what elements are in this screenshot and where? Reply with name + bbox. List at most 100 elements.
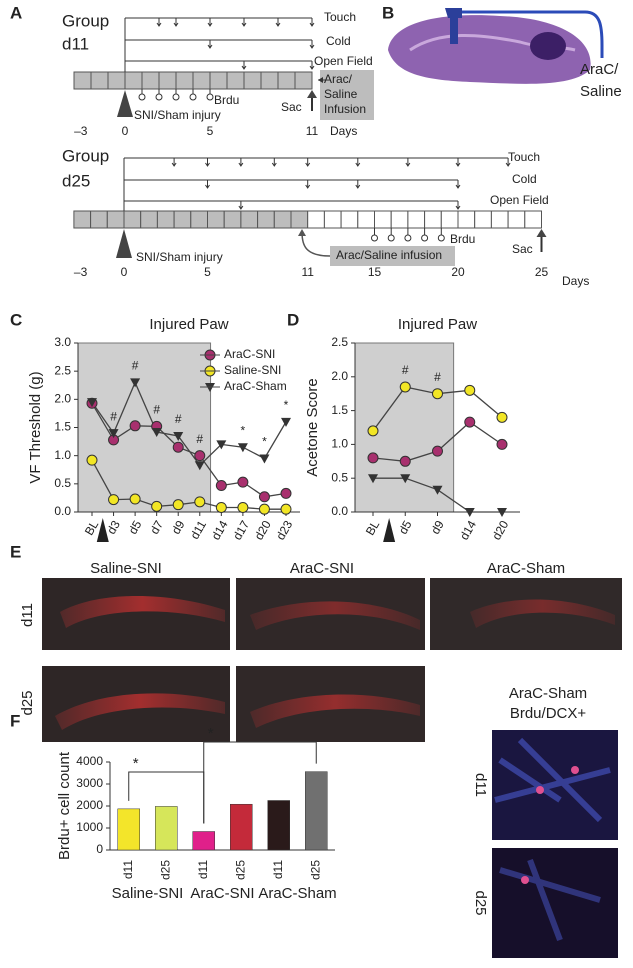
arrowhead: [309, 44, 315, 49]
injury-label: SNI/Sham injury: [134, 108, 221, 122]
data-point: [194, 461, 205, 471]
arrowhead: [241, 65, 247, 70]
data-point: [237, 476, 249, 488]
data-point: [173, 431, 184, 441]
arrowhead: [171, 162, 177, 167]
significance-mark: #: [434, 370, 441, 384]
data-point: [432, 388, 443, 400]
x-tick-label: d23: [273, 518, 295, 543]
brdu-marker: [437, 234, 445, 242]
x-tick-label: d25: [233, 860, 247, 880]
arrowhead: [455, 162, 461, 167]
y-tick-label: 0.5: [54, 476, 71, 490]
x-tick-label: d11: [187, 518, 209, 542]
arrowhead: [505, 162, 511, 167]
cold-label: Cold: [326, 34, 351, 48]
y-tick-label: 0: [96, 842, 103, 856]
arrowhead: [207, 44, 213, 49]
y-axis-label: VF Threshold (g): [27, 371, 44, 483]
micrograph-detail: [571, 766, 579, 774]
data-point: [367, 425, 379, 437]
open-field-label: Open Field: [314, 54, 373, 68]
significance-bracket: [203, 741, 317, 824]
micrograph-detail: [499, 858, 601, 942]
data-point: [108, 494, 120, 506]
x-tick-label: d14: [209, 518, 231, 543]
timeline-box: [357, 210, 375, 229]
data-point: [86, 454, 98, 466]
timeline-box: [440, 210, 459, 229]
inset-row-label: d11: [472, 773, 489, 797]
timeline-box: [226, 71, 245, 90]
micrograph-detail: [250, 694, 420, 728]
x-tick-label: d11: [196, 860, 210, 879]
injury-marker: [383, 518, 396, 542]
legend-label: Saline-SNI: [224, 363, 281, 377]
significance-mark: *: [284, 398, 289, 412]
data-point: [172, 441, 184, 453]
data-point: [432, 485, 443, 495]
brdu-label: Brdu: [214, 93, 239, 107]
timeline-box: [390, 210, 409, 229]
timeline-box: [158, 71, 177, 90]
panel-label: A: [10, 3, 22, 22]
brdu-marker: [138, 93, 146, 101]
timeline-box: [173, 210, 192, 229]
timeline-box: [273, 210, 292, 229]
brdu-marker: [206, 93, 214, 101]
cannula: [450, 18, 458, 44]
arrowhead: [305, 162, 311, 167]
injury-marker: [116, 229, 132, 258]
data-point: [280, 503, 292, 515]
injury-label: SNI/Sham injury: [136, 250, 223, 264]
day-label: 0: [121, 265, 128, 279]
days-label: Days: [562, 274, 589, 288]
x-tick-label: d9: [428, 518, 447, 537]
day-label: 11: [301, 265, 314, 279]
bar: [230, 803, 253, 851]
day-label: 20: [451, 265, 465, 279]
inset-title: Brdu/DCX+: [510, 705, 587, 722]
timeline-box: [141, 71, 160, 90]
day-label: 5: [204, 265, 211, 279]
open-field-label: Open Field: [490, 193, 549, 207]
infusion-box: [320, 70, 374, 120]
sac-label: Sac: [512, 242, 533, 256]
arrowhead: [156, 22, 162, 27]
brdu-marker: [387, 234, 395, 242]
timeline-box: [474, 210, 492, 229]
day-label: 5: [207, 124, 214, 138]
data-point: [151, 428, 162, 438]
micrograph-detail: [250, 601, 420, 630]
data-point: [496, 438, 508, 450]
day-label: –3: [74, 124, 88, 138]
infusion-label: Arac/Saline infusion: [336, 248, 442, 262]
data-point: [432, 445, 443, 457]
timeline-box: [374, 210, 392, 229]
arrowhead: [355, 184, 361, 189]
timeline-box: [90, 210, 108, 229]
group-label: Group: [62, 146, 109, 165]
arrowhead: [536, 229, 547, 237]
series-line: [91, 459, 286, 510]
x-tick-label: d7: [147, 518, 166, 537]
data-point: [464, 384, 476, 396]
column-header: Saline-SNI: [90, 560, 162, 577]
inset-row-label: d25: [472, 890, 489, 915]
significance-mark: *: [208, 725, 214, 742]
arrowhead: [275, 22, 281, 27]
infusion-label: Infusion: [324, 102, 366, 116]
timeline-box: [192, 71, 211, 90]
data-point: [400, 474, 411, 484]
x-tick-label: d5: [126, 518, 145, 537]
y-tick-label: 1.0: [54, 448, 71, 462]
legend-label: AraC-Sham: [224, 379, 287, 393]
data-point: [259, 454, 270, 464]
timeline-box: [90, 71, 109, 90]
significance-mark: *: [133, 755, 139, 772]
data-point: [464, 416, 476, 428]
data-point: [237, 501, 249, 513]
day-label: 25: [535, 265, 549, 279]
tube: [462, 10, 604, 58]
